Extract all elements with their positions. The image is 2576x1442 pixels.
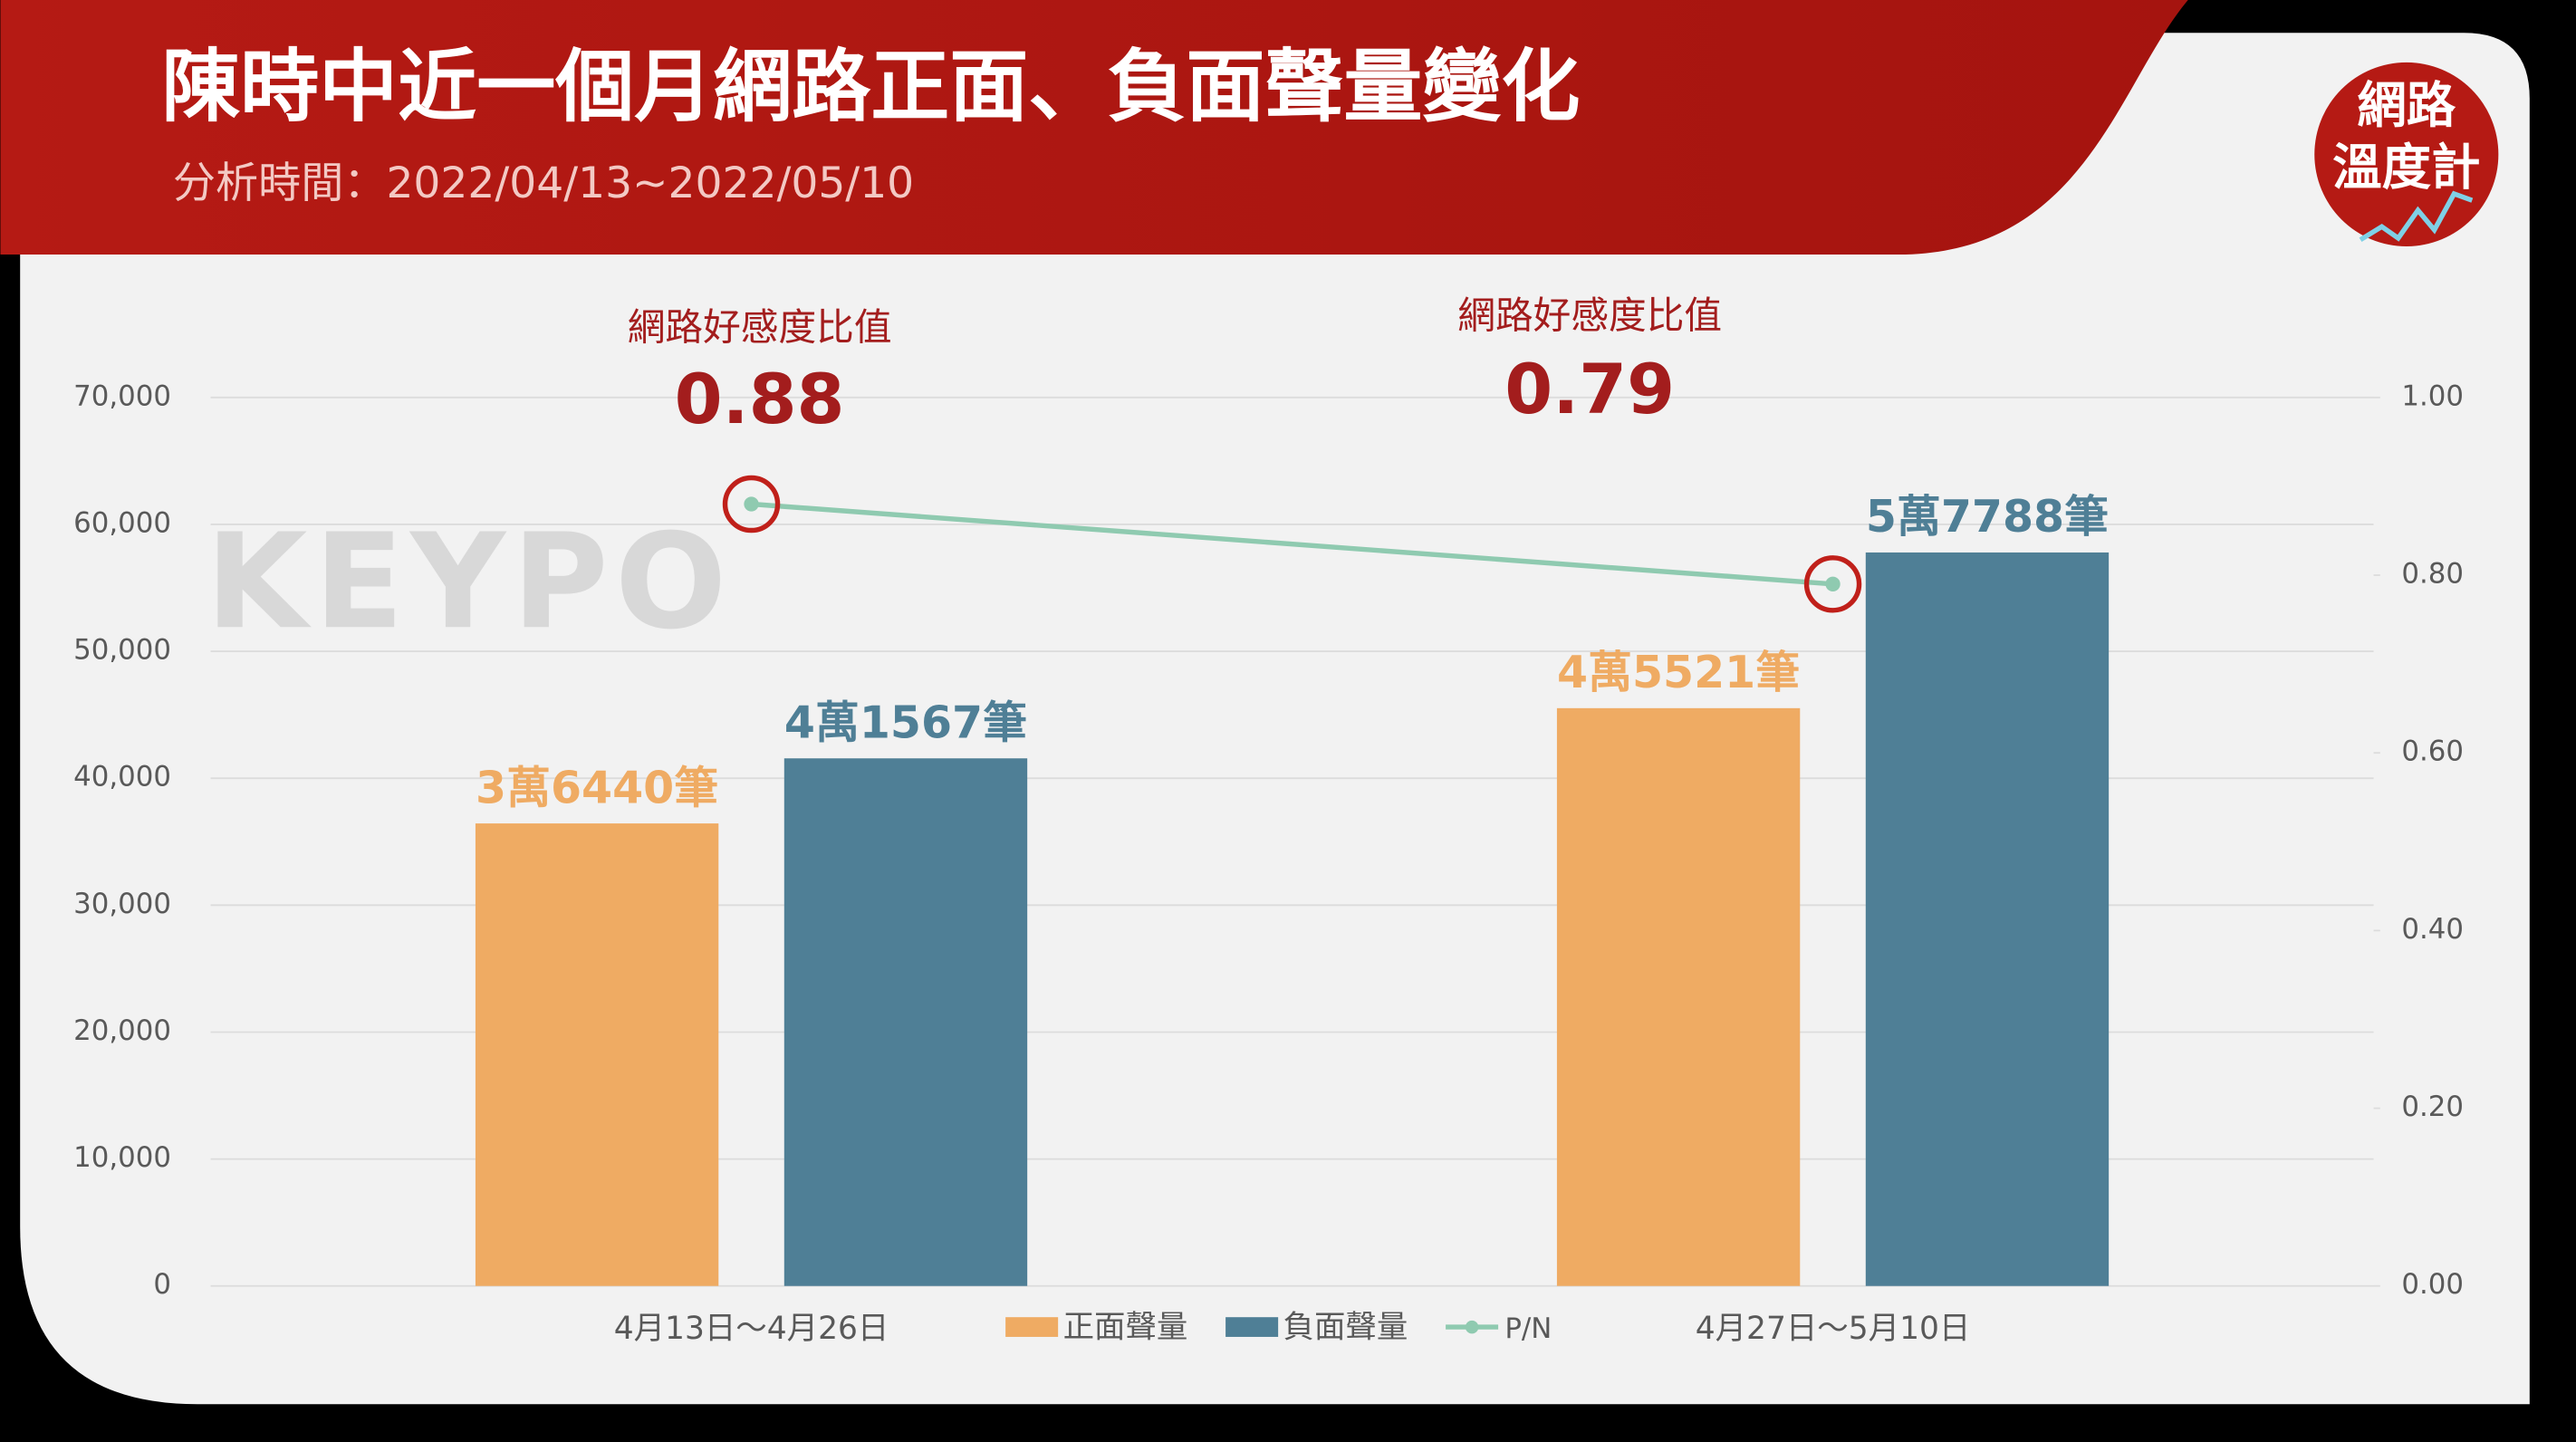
annotation-value: 0.79 [1504,349,1675,429]
bar [475,823,719,1286]
x-tick-label: 4月13日～4月26日 [614,1311,889,1347]
line [751,501,1833,587]
value-label: 4萬5521筆 [1557,647,1800,698]
bar [1556,707,1801,1286]
legend-label: 負面聲量 [1283,1309,1408,1345]
legend-marker [1465,1320,1479,1334]
y-tick-label: 0 [153,1268,171,1301]
highlight-ring [1803,555,1862,613]
annotation-value: 0.88 [675,359,845,439]
legend-label: P/N [1504,1312,1552,1345]
y2-tick-label: 0.20 [2401,1091,2464,1123]
bar [1865,552,2110,1286]
y-tick-label: 70,000 [73,380,171,412]
header-band [0,0,2188,255]
y2-tick-label: 0.80 [2401,557,2464,590]
value-label: 4萬1567筆 [784,697,1027,748]
annotation: 網路好感度比值 [628,304,892,349]
bar [783,758,1028,1286]
title: 陳時中近一個月網路正面、負面聲量變化 [161,40,1580,132]
y-tick-label: 10,000 [73,1141,171,1174]
y-tick-label: 50,000 [73,634,171,667]
y2-tick-label: 1.00 [2401,380,2464,412]
y2-tick-label: 0.60 [2401,735,2464,768]
legend-swatch [1226,1317,1279,1337]
logo-wave [2359,190,2474,243]
annotation: 網路好感度比值 [1457,293,1722,338]
subtitle: 分析時間：2022/04/13~2022/05/10 [173,159,914,208]
x-tick-label: 4月27日～5月10日 [1696,1311,1971,1347]
y2-tick-label: 0.40 [2401,913,2464,946]
y-tick-label: 20,000 [73,1014,171,1047]
y-tick-label: 40,000 [73,761,171,793]
y-tick-label: 30,000 [73,888,171,920]
line-point [744,496,759,512]
legend-label: 正面聲量 [1063,1309,1188,1345]
watermark: KEYPO [206,505,733,659]
value-label: 3萬6440筆 [476,762,718,813]
line-point [1825,576,1841,591]
y2-tick-label: 0.00 [2401,1268,2464,1301]
logo-text: 網路 [2357,77,2456,134]
legend-swatch [1005,1317,1059,1337]
logo-text: 溫度計 [2332,139,2480,197]
plot: 0 10,000 20,000 30,000 40,000 50,000 60,000 70,… [73,293,2464,1347]
y-tick-label: 60,000 [73,506,171,539]
value-label: 5萬7788筆 [1866,491,2109,543]
highlight-ring [722,475,781,534]
